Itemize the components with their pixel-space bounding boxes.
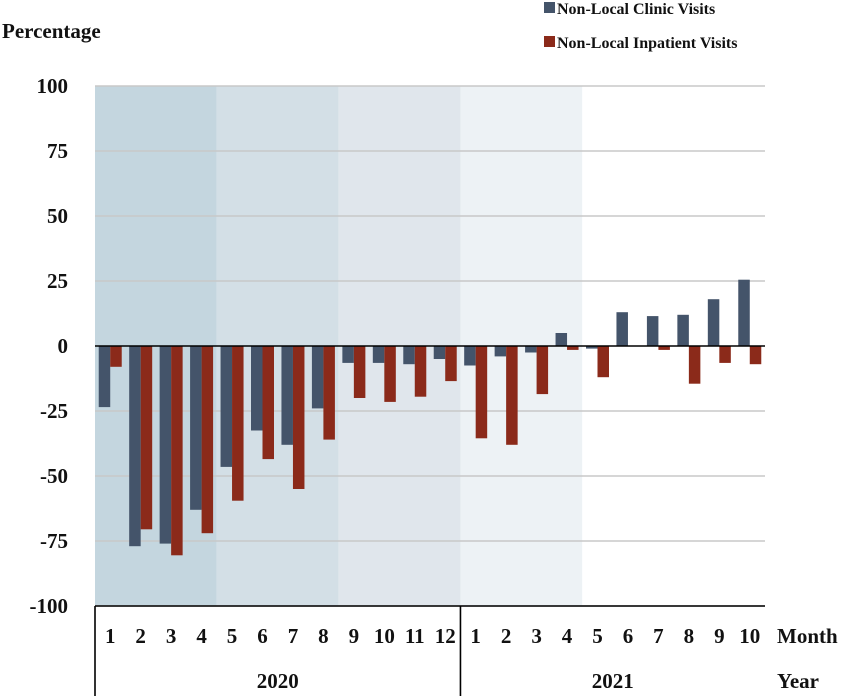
month-tick-label: 11 xyxy=(405,624,425,648)
inpatient-visits-bar xyxy=(688,346,701,384)
clinic-visits-bar xyxy=(525,346,537,353)
year-label: 2021 xyxy=(592,669,634,693)
inpatient-visits-bar xyxy=(567,346,579,350)
legend: Non-Local Clinic Visits Non-Local Inpatie… xyxy=(544,1,737,52)
clinic-visits-bar xyxy=(677,314,689,346)
inpatient-visits-bar xyxy=(262,346,274,460)
inpatient-visits-bar xyxy=(140,346,153,530)
y-tick-label: -75 xyxy=(40,529,68,553)
x-tick-labels: 1 2 3 4 5 6 7 8 9 10 11 12 1 2 3 4 5 6 7 8 9 10 xyxy=(105,624,760,648)
inpatient-visits-bar xyxy=(597,346,609,378)
month-tick-label: 5 xyxy=(227,624,238,648)
clinic-visits-bar xyxy=(311,346,324,409)
clinic-visits-bar xyxy=(220,346,233,467)
y-tick-label: 0 xyxy=(58,334,69,358)
month-tick-label: 12 xyxy=(435,624,456,648)
y-axis-label: Percentage xyxy=(2,19,101,43)
group-axis-label: Year xyxy=(777,669,819,693)
month-tick-label: 2 xyxy=(135,624,146,648)
inpatient-visits-bar xyxy=(719,346,731,363)
y-tick-label: 25 xyxy=(47,269,68,293)
month-tick-label: 4 xyxy=(196,624,207,648)
inpatient-visits-bar xyxy=(384,346,396,402)
legend-swatch xyxy=(544,2,555,13)
axes xyxy=(94,345,765,696)
legend-swatch xyxy=(544,36,555,47)
legend-label: Non-Local Clinic Visits xyxy=(557,1,715,18)
inpatient-visits-bar xyxy=(201,346,214,534)
month-tick-label: 3 xyxy=(166,624,177,648)
month-tick-label: 10 xyxy=(739,624,760,648)
month-tick-label: 9 xyxy=(714,624,725,648)
month-tick-label: 7 xyxy=(653,624,664,648)
y-tick-label: 75 xyxy=(47,139,68,163)
clinic-visits-bar xyxy=(281,346,293,445)
clinic-visits-bar xyxy=(738,279,750,346)
inpatient-visits-bar xyxy=(536,346,549,395)
inpatient-visits-bar xyxy=(414,346,427,397)
inpatient-visits-bar xyxy=(749,346,762,365)
clinic-visits-bar xyxy=(159,346,172,544)
clinic-visits-bar xyxy=(646,316,659,346)
inpatient-visits-bar xyxy=(475,346,488,439)
y-tick-labels: 100 75 50 25 0 -25 -50 -75 -100 xyxy=(30,74,69,618)
clinic-visits-bar xyxy=(403,346,415,365)
month-tick-label: 6 xyxy=(623,624,634,648)
y-tick-label: -100 xyxy=(30,594,69,618)
month-tick-label: 4 xyxy=(562,624,573,648)
clinic-visits-bar xyxy=(555,333,568,346)
month-tick-label: 1 xyxy=(470,624,481,648)
clinic-visits-bar xyxy=(494,346,507,357)
month-tick-label: 8 xyxy=(684,624,695,648)
clinic-visits-bar xyxy=(372,346,385,363)
y-tick-label: 50 xyxy=(47,204,68,228)
year-labels: 2020 2021 xyxy=(257,669,634,693)
clinic-visits-bar xyxy=(586,346,598,349)
inpatient-visits-bar xyxy=(171,346,183,556)
month-tick-label: 10 xyxy=(374,624,395,648)
bars xyxy=(98,279,762,556)
clinic-visits-bar xyxy=(251,346,263,431)
year-label: 2020 xyxy=(257,669,299,693)
x-axis-label: Month xyxy=(777,624,838,648)
inpatient-visits-bar xyxy=(110,346,122,367)
y-tick-label: -25 xyxy=(40,399,68,423)
month-tick-label: 3 xyxy=(531,624,542,648)
inpatient-visits-bar xyxy=(292,346,305,489)
clinic-visits-bar xyxy=(616,312,628,346)
legend-label: Non-Local Inpatient Visits xyxy=(557,35,737,52)
y-tick-label: -50 xyxy=(40,464,68,488)
inpatient-visits-bar xyxy=(232,346,244,501)
inpatient-visits-bar xyxy=(506,346,518,445)
clinic-visits-bar xyxy=(129,346,141,547)
clinic-visits-bar xyxy=(190,346,202,510)
clinic-visits-bar xyxy=(433,346,446,359)
month-tick-label: 6 xyxy=(257,624,268,648)
clinic-visits-bar xyxy=(342,346,354,363)
inpatient-visits-bar xyxy=(353,346,366,398)
inpatient-visits-bar xyxy=(445,346,457,382)
month-tick-label: 7 xyxy=(288,624,299,648)
month-tick-label: 5 xyxy=(592,624,603,648)
month-tick-label: 9 xyxy=(349,624,360,648)
clinic-visits-bar xyxy=(707,299,720,346)
clinic-visits-bar xyxy=(464,346,476,366)
inpatient-visits-bar xyxy=(658,346,670,350)
y-tick-label: 100 xyxy=(37,74,69,98)
month-tick-label: 2 xyxy=(501,624,512,648)
month-tick-label: 8 xyxy=(318,624,329,648)
month-tick-label: 1 xyxy=(105,624,116,648)
inpatient-visits-bar xyxy=(323,346,335,440)
clinic-visits-bar xyxy=(98,346,111,408)
